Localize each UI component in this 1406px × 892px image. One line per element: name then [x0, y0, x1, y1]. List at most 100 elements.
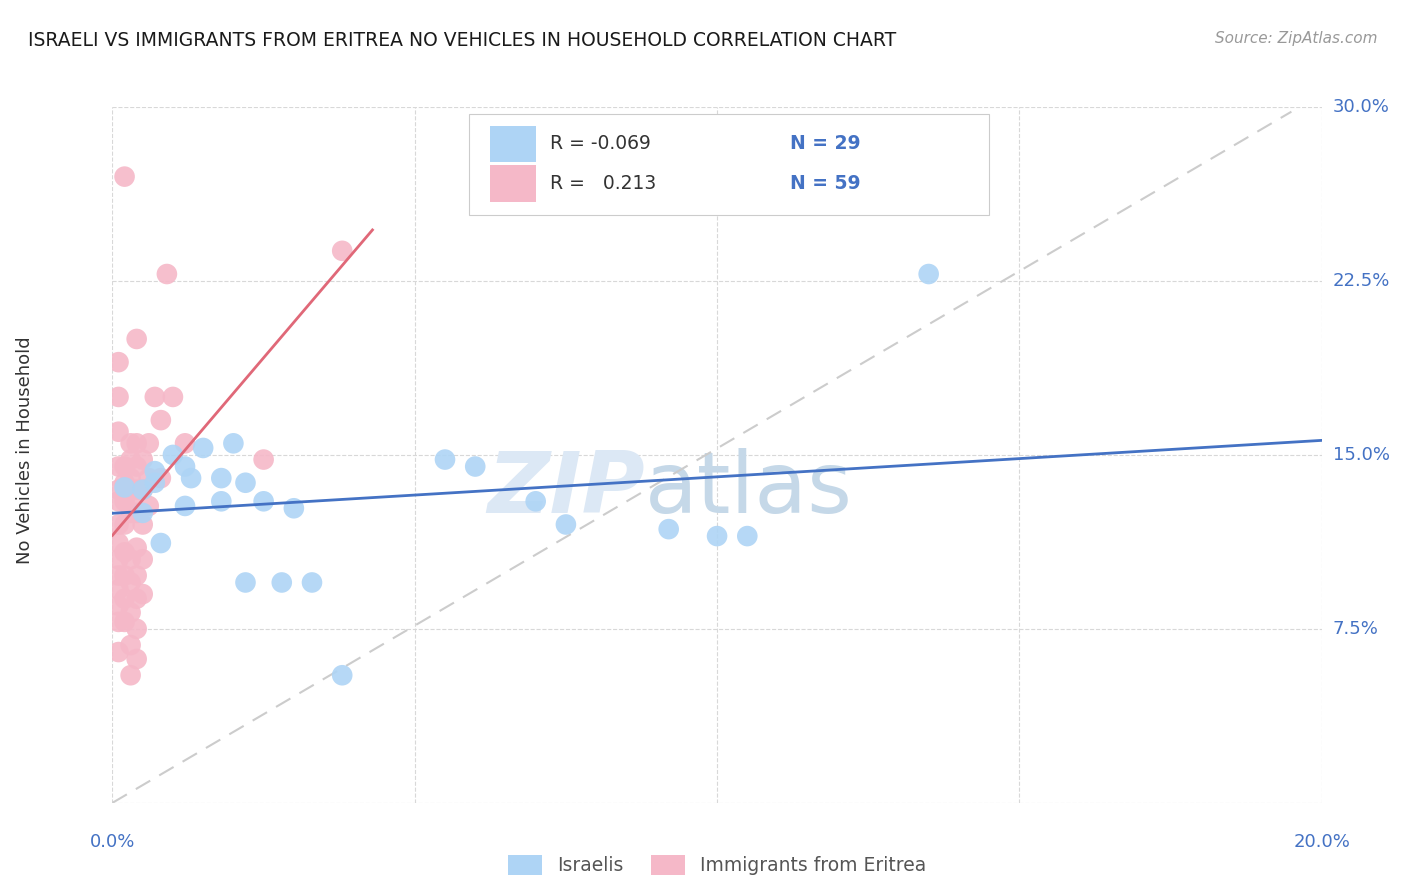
Text: 22.5%: 22.5%	[1333, 272, 1391, 290]
Point	[114, 517, 136, 532]
Text: atlas: atlas	[644, 448, 852, 532]
Point	[301, 575, 323, 590]
Point	[107, 390, 129, 404]
Point	[143, 475, 166, 490]
Point	[114, 475, 136, 490]
Point	[464, 459, 486, 474]
Point	[125, 591, 148, 606]
Point	[107, 536, 129, 550]
Text: No Vehicles in Household: No Vehicles in Household	[17, 336, 34, 565]
Point	[107, 425, 129, 439]
Point	[132, 483, 155, 497]
FancyBboxPatch shape	[489, 166, 536, 202]
Point	[120, 490, 142, 504]
Point	[120, 436, 142, 450]
Point	[107, 552, 129, 566]
Text: 7.5%: 7.5%	[1333, 620, 1379, 638]
Text: ISRAELI VS IMMIGRANTS FROM ERITREA NO VEHICLES IN HOUSEHOLD CORRELATION CHART: ISRAELI VS IMMIGRANTS FROM ERITREA NO VE…	[28, 31, 897, 50]
Point	[120, 452, 142, 467]
Point	[283, 501, 305, 516]
Text: 15.0%: 15.0%	[1333, 446, 1389, 464]
Point	[114, 545, 136, 559]
Point	[132, 552, 155, 566]
Text: R = -0.069: R = -0.069	[550, 135, 651, 153]
Point	[114, 494, 136, 508]
Text: ZIP: ZIP	[486, 448, 644, 532]
Point	[114, 568, 136, 582]
Point	[125, 483, 148, 497]
Point	[209, 494, 232, 508]
Point	[107, 355, 129, 369]
Point	[270, 575, 292, 590]
Point	[114, 591, 136, 606]
Point	[658, 522, 681, 536]
Point	[107, 494, 129, 508]
Text: 0.0%: 0.0%	[90, 833, 135, 851]
Point	[125, 541, 148, 555]
Point	[706, 529, 728, 543]
Point	[149, 413, 172, 427]
Point	[433, 452, 456, 467]
Point	[125, 622, 148, 636]
Point	[107, 568, 129, 582]
Point	[524, 494, 547, 508]
FancyBboxPatch shape	[489, 126, 536, 162]
Point	[114, 615, 136, 629]
Point	[132, 506, 155, 520]
Point	[120, 471, 142, 485]
Point	[330, 244, 353, 258]
Point	[120, 606, 142, 620]
Point	[143, 464, 166, 478]
Point	[222, 436, 245, 450]
Point	[554, 517, 576, 532]
Text: R =   0.213: R = 0.213	[550, 174, 657, 193]
Point	[191, 441, 214, 455]
Point	[120, 575, 142, 590]
Point	[107, 599, 129, 613]
Point	[120, 668, 142, 682]
FancyBboxPatch shape	[470, 114, 988, 215]
Point	[125, 568, 148, 582]
Point	[235, 475, 257, 490]
Point	[107, 483, 129, 497]
Text: 20.0%: 20.0%	[1294, 833, 1350, 851]
Point	[120, 638, 142, 652]
Point	[138, 471, 160, 485]
Point	[330, 668, 353, 682]
Point	[107, 459, 129, 474]
Point	[180, 471, 202, 485]
Point	[235, 575, 257, 590]
Legend: Israelis, Immigrants from Eritrea: Israelis, Immigrants from Eritrea	[501, 848, 934, 883]
Point	[174, 436, 197, 450]
Point	[114, 459, 136, 474]
Point	[132, 517, 155, 532]
Point	[125, 652, 148, 666]
Point	[253, 494, 276, 508]
Point	[162, 448, 184, 462]
Point	[107, 582, 129, 597]
Point	[120, 552, 142, 566]
Point	[125, 506, 148, 520]
Text: Source: ZipAtlas.com: Source: ZipAtlas.com	[1215, 31, 1378, 46]
Point	[107, 615, 129, 629]
Text: N = 59: N = 59	[790, 174, 860, 193]
Point	[149, 471, 172, 485]
Text: 30.0%: 30.0%	[1333, 98, 1389, 116]
Point	[120, 506, 142, 520]
Point	[138, 436, 160, 450]
Point	[125, 332, 148, 346]
Point	[156, 267, 179, 281]
Point	[132, 483, 155, 497]
Point	[107, 517, 129, 532]
Point	[174, 459, 197, 474]
Point	[253, 452, 276, 467]
Point	[125, 436, 148, 450]
Text: N = 29: N = 29	[790, 135, 860, 153]
Point	[918, 267, 941, 281]
Point	[143, 390, 166, 404]
Point	[209, 471, 232, 485]
Point	[132, 587, 155, 601]
Point	[114, 480, 136, 494]
Point	[174, 499, 197, 513]
Point	[114, 169, 136, 184]
